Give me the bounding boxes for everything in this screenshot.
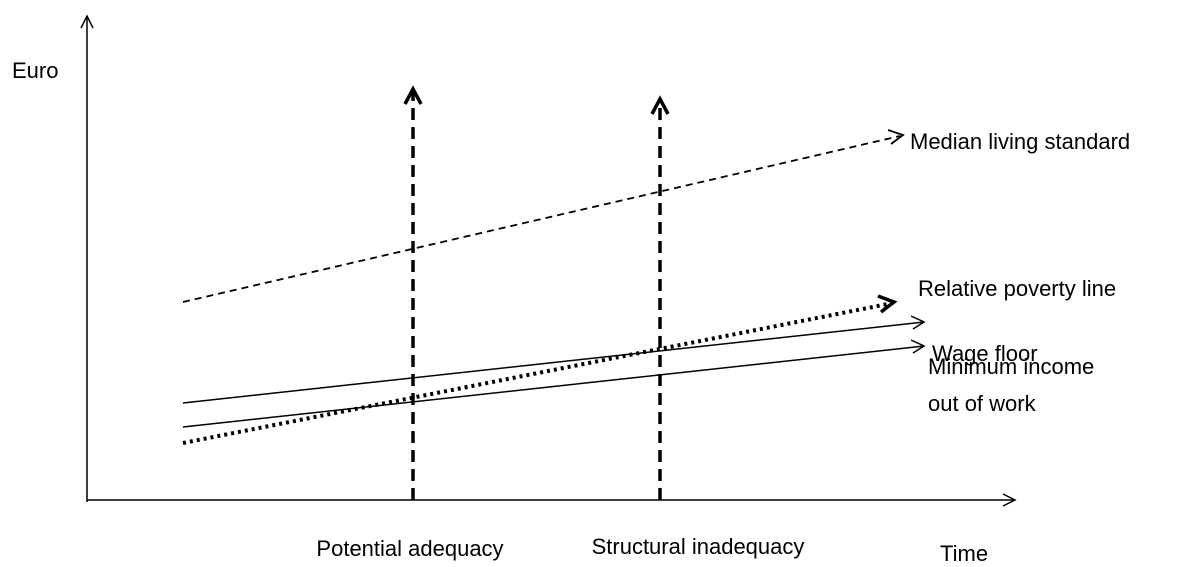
min-income-label: Minimum income <box>928 354 1094 379</box>
min-income-label: out of work <box>928 391 1037 416</box>
y-axis-arrow <box>80 14 94 29</box>
median-arrow <box>887 129 905 145</box>
wage-floor-line <box>182 321 925 404</box>
adequacy-label: Potential adequacy <box>316 536 503 561</box>
poverty-line <box>182 301 894 445</box>
x-axis-arrow <box>1002 493 1017 507</box>
min-income-arrow <box>910 339 926 354</box>
adequacy-arrow <box>403 85 423 105</box>
min-income-line <box>182 345 925 428</box>
poverty-arrow <box>877 294 898 314</box>
inadequacy-arrow <box>650 95 670 115</box>
inadequacy-label: Structural inadequacy <box>592 534 805 559</box>
wage-floor-label: Wage floor <box>932 341 1038 366</box>
y-axis-label: Euro <box>12 58 58 83</box>
wage-floor-arrow <box>910 315 926 330</box>
median-line <box>182 135 901 303</box>
x-axis-label: Time <box>940 541 988 566</box>
poverty-label: Relative poverty line <box>918 276 1116 301</box>
median-label: Median living standard <box>910 129 1130 154</box>
